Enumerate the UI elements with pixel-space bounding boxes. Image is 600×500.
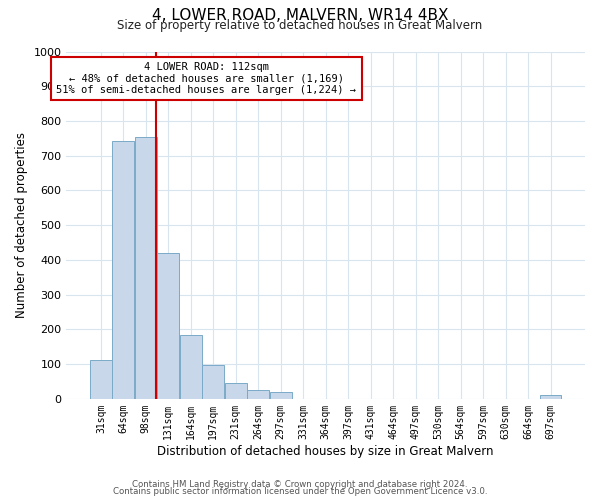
Text: 4, LOWER ROAD, MALVERN, WR14 4BX: 4, LOWER ROAD, MALVERN, WR14 4BX bbox=[152, 8, 448, 22]
Text: Contains public sector information licensed under the Open Government Licence v3: Contains public sector information licen… bbox=[113, 487, 487, 496]
Bar bbox=[202, 365, 224, 399]
Bar bbox=[270, 392, 292, 399]
Bar bbox=[180, 334, 202, 399]
Y-axis label: Number of detached properties: Number of detached properties bbox=[15, 132, 28, 318]
Bar bbox=[247, 390, 269, 399]
Bar bbox=[112, 141, 134, 399]
Bar bbox=[90, 360, 112, 399]
Bar bbox=[157, 253, 179, 399]
Text: Size of property relative to detached houses in Great Malvern: Size of property relative to detached ho… bbox=[118, 18, 482, 32]
X-axis label: Distribution of detached houses by size in Great Malvern: Distribution of detached houses by size … bbox=[157, 444, 494, 458]
Text: Contains HM Land Registry data © Crown copyright and database right 2024.: Contains HM Land Registry data © Crown c… bbox=[132, 480, 468, 489]
Bar bbox=[135, 136, 157, 399]
Text: 4 LOWER ROAD: 112sqm
← 48% of detached houses are smaller (1,169)
51% of semi-de: 4 LOWER ROAD: 112sqm ← 48% of detached h… bbox=[56, 62, 356, 95]
Bar bbox=[225, 382, 247, 399]
Bar bbox=[539, 396, 562, 399]
